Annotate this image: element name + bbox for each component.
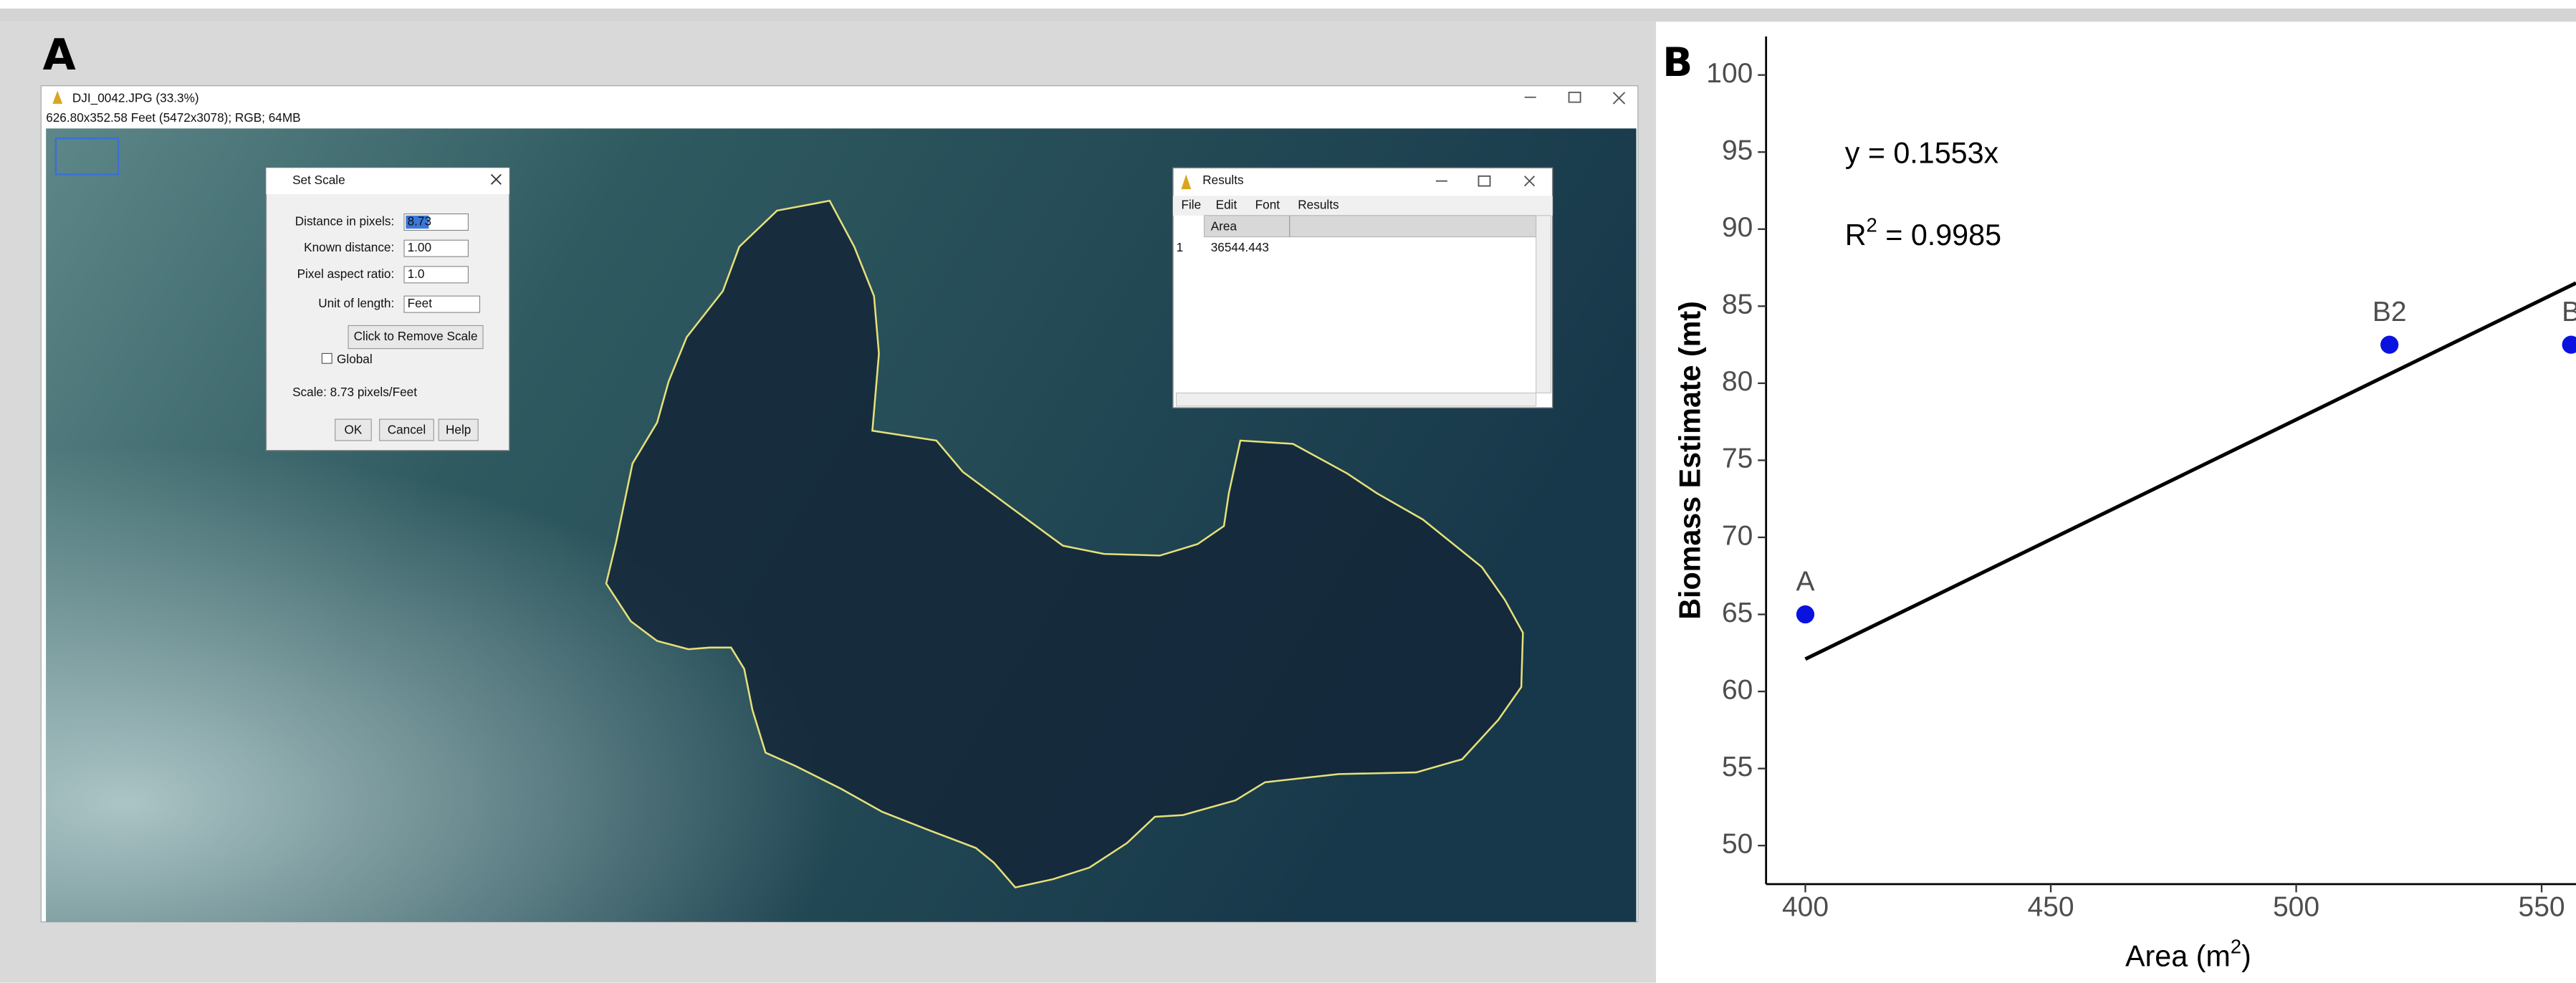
field-value[interactable]: 1.0 [408,267,425,281]
scrollbar[interactable] [1536,216,1551,393]
panel-label: B [1662,39,1692,85]
x-tick-label: 550 [2519,892,2565,923]
y-tick-label: 60 [1722,674,1753,705]
y-tick-label: 95 [1722,135,1753,166]
figure: A DJI_0042.JPG (33.3%) 626.80x352.58 Fee… [0,0,2576,983]
field-label: Pixel aspect ratio: [297,267,395,281]
x-tick-label: 500 [2273,892,2319,923]
x-tick-label: 400 [1782,892,1829,923]
button-label[interactable]: Help [446,423,471,437]
r-squared-part: 2 [1867,214,1877,236]
point-label: A [1796,566,1814,597]
field-label: Known distance: [304,240,394,254]
column-header: Area [1211,219,1237,233]
menu-item[interactable]: Edit [1216,198,1237,212]
scrollbar[interactable] [1177,393,1536,406]
window-title: DJI_0042.JPG (33.3%) [72,91,199,105]
menu-item[interactable]: File [1181,198,1201,212]
y-tick-label: 75 [1722,443,1753,474]
y-tick-label: 50 [1722,828,1753,859]
y-tick-label: 100 [1706,58,1753,89]
r-squared-part: R [1845,219,1867,251]
set-scale-dialog: Set Scale Distance in pixels: 8.73 Known d… [266,168,509,450]
row-index: 1 [1177,240,1184,254]
y-tick-label: 80 [1722,366,1753,397]
x-axis-title-part: Area (m [2125,940,2231,973]
field-label: Unit of length: [318,296,394,310]
scale-text: Scale: 8.73 pixels/Feet [292,385,417,399]
r-squared-part: = 0.9985 [1877,219,2001,251]
checkbox-label[interactable]: Global [337,352,373,366]
field-value[interactable]: 1.00 [408,240,431,254]
button-label[interactable]: OK [345,423,363,437]
field-value[interactable]: Feet [408,296,433,310]
menu-item[interactable]: Results [1298,198,1339,212]
results-window: Results File Edit Font Results Area 1 36544… [1173,168,1553,408]
panel-label: A [43,31,76,80]
x-tick-label: 450 [2027,892,2074,923]
y-tick-label: 70 [1722,520,1753,551]
point [2380,336,2398,354]
point-label: B2 [2372,297,2407,327]
cell: 36544.443 [1211,240,1269,254]
button-label[interactable]: Click to Remove Scale [354,329,478,343]
y-tick-label: 90 [1722,212,1753,243]
window-title: Results [1202,173,1243,187]
dialog-title: Set Scale [292,173,345,187]
field-value[interactable]: 8.73 [408,214,431,229]
field-label: Distance in pixels: [295,214,395,229]
button-label[interactable]: Cancel [388,423,426,437]
x-axis-title-part: ) [2241,940,2251,973]
checkbox[interactable] [322,353,332,363]
image-info: 626.80x352.58 Feet (5472x3078); RGB; 64M… [46,110,300,125]
y-tick-label: 65 [1722,598,1753,628]
point [1796,605,1814,623]
top-strip [0,9,2576,21]
x-axis-title-part: 2 [2231,935,2241,957]
equation: y = 0.1553x [1845,136,1999,169]
y-tick-label: 55 [1722,752,1753,782]
point-label: B [2562,297,2576,327]
y-axis-title: Biomass Estimate (mt) [1673,301,1706,620]
y-tick-label: 85 [1722,289,1753,320]
menu-item[interactable]: Font [1255,198,1280,212]
